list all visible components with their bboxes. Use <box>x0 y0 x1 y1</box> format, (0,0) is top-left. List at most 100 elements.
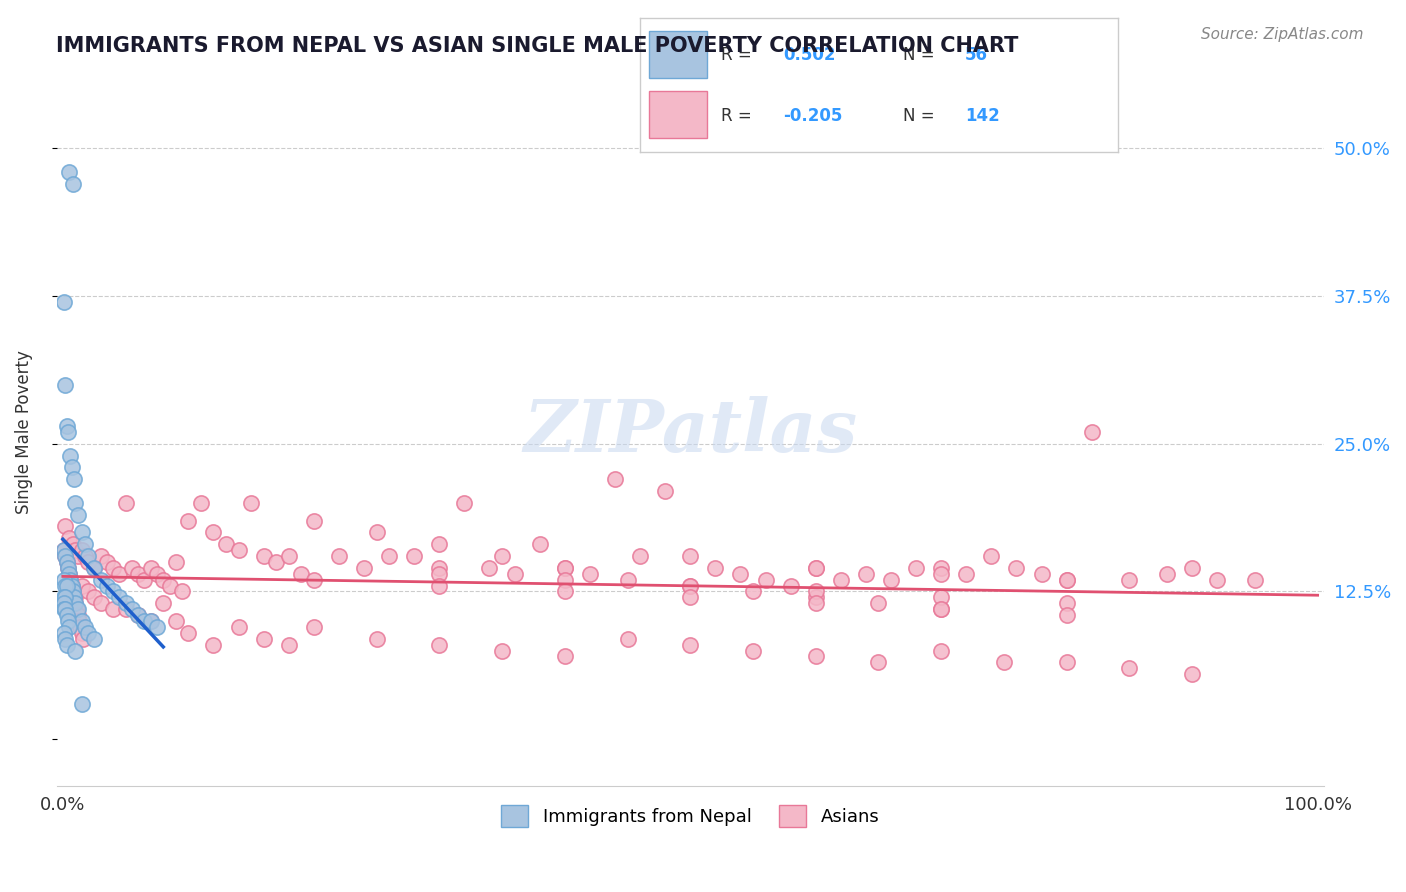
Point <box>89 573 111 587</box>
Point <box>177 625 200 640</box>
Point <box>55 377 77 392</box>
Point <box>679 549 702 563</box>
Point <box>56 614 79 628</box>
Point <box>529 537 551 551</box>
Point <box>742 584 765 599</box>
Point <box>190 496 212 510</box>
Text: N =: N = <box>903 46 934 64</box>
Point <box>1031 566 1053 581</box>
Point <box>134 573 156 587</box>
Point <box>277 549 299 563</box>
Point <box>83 561 105 575</box>
Point <box>53 602 76 616</box>
Point <box>75 549 97 563</box>
Text: 56: 56 <box>965 46 988 64</box>
Text: IMMIGRANTS FROM NEPAL VS ASIAN SINGLE MALE POVERTY CORRELATION CHART: IMMIGRANTS FROM NEPAL VS ASIAN SINGLE MA… <box>56 36 1018 55</box>
Point <box>53 625 76 640</box>
Point <box>868 656 890 670</box>
Legend: Immigrants from Nepal, Asians: Immigrants from Nepal, Asians <box>494 797 886 834</box>
Point <box>152 573 174 587</box>
Point <box>302 514 325 528</box>
Point <box>955 566 977 581</box>
Point <box>1056 573 1078 587</box>
Point <box>121 602 143 616</box>
Point <box>101 584 124 599</box>
Point <box>730 566 752 581</box>
Point <box>114 602 136 616</box>
Point <box>70 614 93 628</box>
Point <box>554 584 576 599</box>
Point <box>55 549 77 563</box>
Point <box>228 543 250 558</box>
Point <box>1244 573 1267 587</box>
Point <box>66 608 89 623</box>
Point <box>63 591 86 605</box>
Point <box>70 578 93 592</box>
Point <box>1181 561 1204 575</box>
Point <box>55 419 77 434</box>
Point <box>554 573 576 587</box>
Point <box>616 573 638 587</box>
Point <box>53 295 76 310</box>
Point <box>302 573 325 587</box>
Point <box>70 543 93 558</box>
Text: Source: ZipAtlas.com: Source: ZipAtlas.com <box>1201 27 1364 42</box>
Point <box>929 602 952 616</box>
Text: 142: 142 <box>965 106 1000 125</box>
Point <box>127 608 149 623</box>
Point <box>65 643 87 657</box>
Point <box>503 566 526 581</box>
Point <box>56 425 79 439</box>
Point <box>1056 608 1078 623</box>
Point <box>70 525 93 540</box>
Point <box>427 578 450 592</box>
Point <box>66 549 89 563</box>
Point <box>427 561 450 575</box>
Point <box>172 584 194 599</box>
Point <box>679 578 702 592</box>
Point <box>159 578 181 592</box>
Point <box>804 561 827 575</box>
Point <box>77 549 100 563</box>
Point <box>215 537 238 551</box>
Point <box>127 608 149 623</box>
Text: N =: N = <box>903 106 934 125</box>
Point <box>63 591 86 605</box>
Point <box>62 177 84 191</box>
Point <box>58 531 80 545</box>
Point <box>59 573 82 587</box>
Point <box>779 578 801 592</box>
Point <box>146 620 169 634</box>
Point <box>55 555 77 569</box>
Point <box>72 632 94 646</box>
Point <box>804 561 827 575</box>
Point <box>63 472 86 486</box>
Point <box>366 632 388 646</box>
Point <box>55 638 77 652</box>
Point <box>1206 573 1229 587</box>
Point <box>679 578 702 592</box>
Point <box>290 566 312 581</box>
Point <box>491 549 513 563</box>
Point <box>654 484 676 499</box>
Point <box>754 573 776 587</box>
Point <box>165 614 187 628</box>
Point <box>65 596 87 610</box>
Point <box>804 591 827 605</box>
Point <box>427 566 450 581</box>
Text: ZIPatlas: ZIPatlas <box>523 396 858 467</box>
Point <box>77 555 100 569</box>
Y-axis label: Single Male Poverty: Single Male Poverty <box>15 350 32 514</box>
Point <box>277 638 299 652</box>
Point <box>55 602 77 616</box>
Point <box>89 596 111 610</box>
Point <box>83 591 105 605</box>
Point <box>679 591 702 605</box>
Point <box>114 596 136 610</box>
Point <box>554 561 576 575</box>
Point <box>929 643 952 657</box>
Point <box>177 514 200 528</box>
Point <box>1118 573 1140 587</box>
Point <box>65 543 87 558</box>
Point <box>929 591 952 605</box>
